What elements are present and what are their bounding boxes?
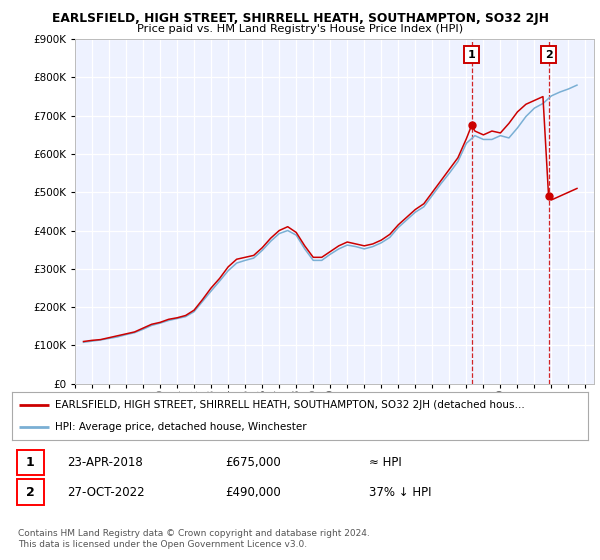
Text: 1: 1 (468, 50, 476, 60)
Text: Contains HM Land Registry data © Crown copyright and database right 2024.
This d: Contains HM Land Registry data © Crown c… (18, 529, 370, 549)
Text: HPI: Average price, detached house, Winchester: HPI: Average price, detached house, Winc… (55, 422, 307, 432)
FancyBboxPatch shape (17, 479, 44, 505)
Text: 27-OCT-2022: 27-OCT-2022 (67, 486, 145, 499)
Text: £675,000: £675,000 (225, 456, 281, 469)
Text: 37% ↓ HPI: 37% ↓ HPI (369, 486, 431, 499)
Text: EARLSFIELD, HIGH STREET, SHIRRELL HEATH, SOUTHAMPTON, SO32 2JH (detached hous…: EARLSFIELD, HIGH STREET, SHIRRELL HEATH,… (55, 400, 525, 410)
Text: £490,000: £490,000 (225, 486, 281, 499)
Text: Price paid vs. HM Land Registry's House Price Index (HPI): Price paid vs. HM Land Registry's House … (137, 24, 463, 34)
Text: EARLSFIELD, HIGH STREET, SHIRRELL HEATH, SOUTHAMPTON, SO32 2JH: EARLSFIELD, HIGH STREET, SHIRRELL HEATH,… (52, 12, 548, 25)
Text: 2: 2 (545, 50, 553, 60)
Text: 23-APR-2018: 23-APR-2018 (67, 456, 142, 469)
Text: ≈ HPI: ≈ HPI (369, 456, 402, 469)
Text: 1: 1 (26, 456, 35, 469)
FancyBboxPatch shape (17, 450, 44, 475)
Text: 2: 2 (26, 486, 35, 499)
